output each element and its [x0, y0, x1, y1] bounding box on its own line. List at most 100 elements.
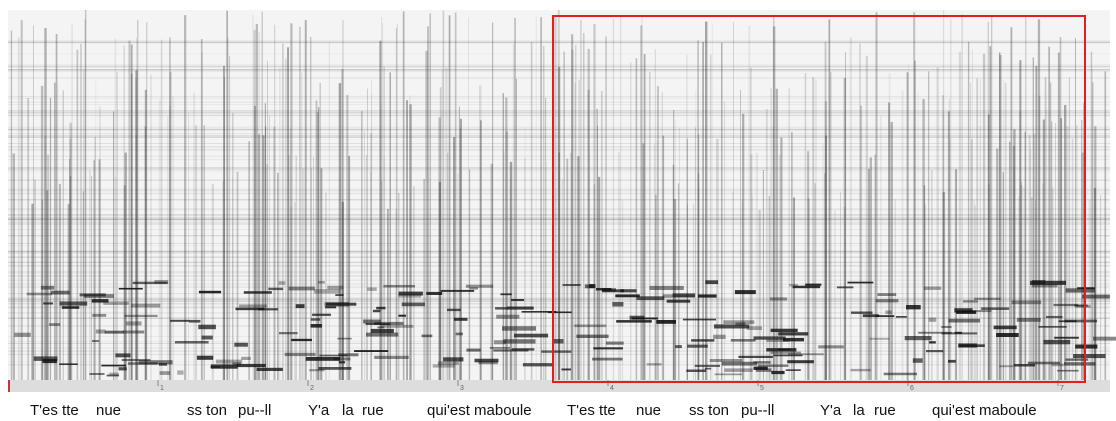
streak [750, 67, 752, 380]
harmonic [440, 289, 475, 292]
streak [229, 56, 231, 381]
streak [264, 103, 266, 380]
harmonic [562, 284, 581, 286]
streak [869, 157, 872, 380]
noise-band [8, 146, 1110, 147]
harmonic [50, 290, 70, 295]
harmonic [493, 340, 506, 345]
streak [46, 190, 49, 380]
harmonic [366, 332, 399, 337]
noise-band [8, 303, 1110, 305]
harmonic [196, 355, 214, 360]
streak [226, 10, 228, 380]
streak [936, 67, 939, 381]
harmonic [1013, 364, 1036, 367]
streak [583, 32, 585, 381]
streak [82, 191, 84, 380]
noise-band [8, 251, 1110, 253]
noise-band [8, 252, 1110, 254]
streak [1029, 150, 1032, 380]
streak [695, 89, 697, 381]
harmonic [789, 283, 798, 287]
harmonic [288, 286, 315, 291]
harmonic [447, 308, 461, 312]
harmonic [125, 321, 142, 326]
harmonic [958, 343, 978, 348]
harmonic [954, 331, 962, 334]
streak [150, 74, 152, 380]
streak [1048, 46, 1050, 381]
streak [702, 41, 704, 381]
harmonic [1051, 363, 1064, 367]
streak [1081, 119, 1083, 381]
streak [557, 66, 561, 381]
streak [765, 108, 768, 381]
streak [512, 43, 515, 380]
streak [545, 97, 547, 381]
streak [69, 138, 72, 380]
harmonic [338, 353, 359, 357]
harmonic [666, 299, 691, 303]
streak [860, 105, 863, 380]
noise-band [8, 265, 1110, 267]
harmonic [154, 280, 169, 284]
harmonic [948, 359, 956, 363]
streak [346, 94, 349, 381]
lyric-word: nue [636, 402, 661, 419]
harmonic [42, 359, 57, 364]
streak [310, 36, 312, 381]
harmonic [875, 299, 899, 303]
harmonic [735, 322, 746, 326]
noise-band [8, 336, 1110, 337]
streak [840, 192, 841, 380]
streak [266, 164, 268, 380]
streak [502, 150, 505, 380]
harmonic [778, 332, 809, 336]
noise-band [8, 143, 1110, 144]
streak [116, 72, 118, 380]
streak [948, 99, 950, 380]
streak [751, 195, 753, 380]
streak [445, 67, 448, 381]
harmonic [243, 291, 272, 294]
noise-band [8, 179, 1110, 181]
streak [267, 60, 268, 380]
streak [865, 55, 868, 381]
streak [1092, 69, 1093, 381]
harmonic [632, 317, 658, 320]
streak [1049, 82, 1052, 381]
streak [824, 101, 827, 380]
harmonic [59, 363, 78, 365]
streak [389, 72, 391, 381]
streak [91, 175, 92, 380]
harmonic [656, 320, 676, 324]
streak [987, 114, 990, 381]
streak [236, 171, 239, 380]
noise-band [8, 208, 1110, 211]
streak [698, 186, 700, 380]
harmonic [327, 285, 344, 290]
streak [686, 55, 688, 380]
harmonic [771, 370, 785, 375]
harmonic [787, 360, 814, 364]
harmonic [398, 294, 422, 298]
harmonic [95, 329, 106, 334]
harmonic [918, 331, 952, 334]
streak [509, 178, 511, 380]
streak [705, 21, 708, 380]
streak [427, 26, 429, 381]
streak [987, 22, 989, 380]
streak [843, 77, 847, 381]
streak [672, 164, 675, 380]
streak [913, 12, 916, 381]
noise-band [8, 41, 1110, 43]
streak [193, 92, 196, 381]
harmonic [318, 367, 352, 370]
streak [807, 198, 810, 380]
harmonic [862, 314, 880, 318]
streak [922, 99, 925, 380]
streak [654, 144, 655, 380]
streak [70, 176, 72, 380]
streak [274, 24, 276, 380]
harmonic [92, 313, 107, 317]
